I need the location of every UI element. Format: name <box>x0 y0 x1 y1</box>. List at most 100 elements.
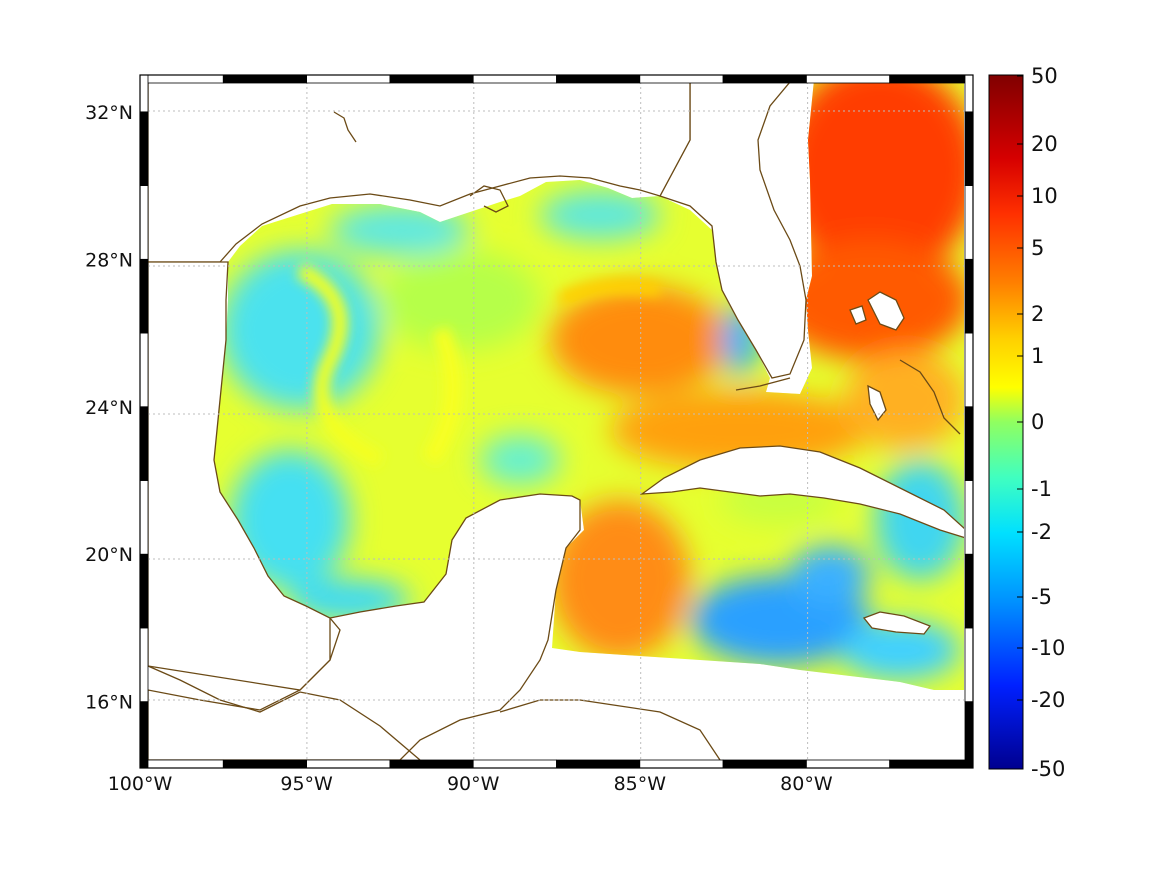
longitude-tick-label: 80°W <box>780 773 833 795</box>
colorbar-tick-label: -1 <box>1031 477 1052 501</box>
field-yellow-fronts <box>296 262 662 468</box>
frame-segment-left <box>139 480 149 555</box>
colorbar-tick-label: 2 <box>1031 302 1044 326</box>
frame-segment-left <box>139 701 149 769</box>
colorbar-tick-label: 10 <box>1031 184 1058 208</box>
longitude-tick-label: 85°W <box>614 773 667 795</box>
frame-segment-bottom <box>222 759 308 769</box>
colorbar-tick-label: 50 <box>1031 64 1058 88</box>
cayman-blue <box>790 545 870 605</box>
florida-keys <box>735 377 791 391</box>
colorbar-tick-label: -50 <box>1031 757 1065 781</box>
frame-segment-top <box>306 74 391 84</box>
mississippi-delta <box>469 185 509 213</box>
bahamas-andros <box>867 291 905 331</box>
bahamas-andros-south <box>867 384 887 422</box>
frame-segment-left <box>139 627 149 703</box>
colorbar-tick-label: 1 <box>1031 344 1044 368</box>
frame-segment-top <box>389 74 474 84</box>
us-gulf-coast <box>148 82 691 263</box>
frame-segment-right <box>964 480 974 555</box>
frame-segment-right <box>964 258 974 334</box>
atlantic-red <box>780 82 964 280</box>
latitude-tick-label: 32°N <box>85 102 133 124</box>
frame-segment-left <box>139 406 149 481</box>
louisiana-shelf-cyan <box>330 204 470 256</box>
frame-segment-left <box>139 332 149 408</box>
jamaica <box>862 611 932 635</box>
frame-segment-right <box>964 185 974 260</box>
map-plot-area <box>148 82 964 760</box>
frame-segment-bottom <box>806 759 891 769</box>
graticule <box>148 82 964 760</box>
map-frame <box>139 74 974 769</box>
frame-segment-right <box>964 406 974 481</box>
yucatan-peninsula <box>148 493 581 760</box>
cuba <box>639 445 964 539</box>
colorbar-tick-label: 5 <box>1031 236 1044 260</box>
frame-segment-bottom <box>472 759 557 769</box>
latitude-tick-labels: 32°N 28°N 24°N 20°N 16°N <box>85 102 133 714</box>
longitude-tick-label: 95°W <box>280 773 333 795</box>
frame-segment-bottom <box>639 759 724 769</box>
bahamas-east <box>899 359 961 435</box>
colorbar-tick-label: -2 <box>1031 520 1052 544</box>
florida-panhandle-cyan <box>540 190 660 240</box>
frame-segment-right <box>964 701 974 769</box>
field-anomaly-blobs <box>220 82 964 680</box>
frame-segment-top <box>639 74 724 84</box>
frame-segment-top <box>472 74 557 84</box>
longitude-tick-labels: 100°W 95°W 90°W 85°W 80°W <box>108 773 833 795</box>
jamaica-south-cyan <box>840 620 960 680</box>
campeche-bank-cyan <box>480 435 560 485</box>
frame-segment-bottom <box>139 759 224 769</box>
frame-segment-bottom <box>889 759 974 769</box>
longitude-tick-label: 90°W <box>447 773 500 795</box>
colorbar-tick-label: -10 <box>1031 636 1065 660</box>
frame-segment-right <box>964 553 974 629</box>
latitude-tick-label: 20°N <box>85 544 133 566</box>
frame-segment-bottom <box>722 759 807 769</box>
frame-segment-bottom <box>389 759 474 769</box>
longitude-tick-label: 100°W <box>108 773 173 795</box>
western-gulf-cyan <box>220 250 380 410</box>
frame-segment-right <box>964 74 974 113</box>
florida-peninsula <box>659 82 807 379</box>
frame-segment-left <box>139 258 149 334</box>
yucatan-channel-orange <box>550 500 690 660</box>
coastlines <box>148 82 964 760</box>
data-field <box>214 82 964 690</box>
loop-current-orange <box>550 285 730 395</box>
bermuda-coast <box>333 111 357 143</box>
colorbar-tick-label: 0 <box>1031 410 1044 434</box>
central-gulf-green <box>380 250 540 350</box>
colorbar-tick-label: -20 <box>1031 688 1065 712</box>
frame-segment-top <box>806 74 891 84</box>
colorbar-tick-label: 20 <box>1031 132 1058 156</box>
southwest-gulf-cyan <box>230 450 350 590</box>
frame-segment-bottom <box>556 759 641 769</box>
frame-segment-bottom <box>306 759 391 769</box>
frame-segment-left <box>139 74 149 113</box>
frame-segment-top <box>722 74 807 84</box>
bahamas-orange <box>845 350 964 450</box>
latitude-tick-label: 24°N <box>85 397 133 419</box>
colorbar-tick-label: -5 <box>1031 585 1052 609</box>
bahamas-abaco <box>849 305 867 325</box>
frame-segment-top <box>139 74 224 84</box>
latitude-tick-label: 16°N <box>85 692 133 714</box>
frame-segment-left <box>139 111 149 186</box>
frame-segment-top <box>222 74 308 84</box>
frame-segment-top <box>889 74 974 84</box>
frame-segment-left <box>139 553 149 629</box>
mexico-west-coast <box>148 261 331 691</box>
frame-segment-right <box>964 627 974 703</box>
frame-segment-right <box>964 332 974 408</box>
frame-segment-right <box>964 111 974 186</box>
frame-segment-left <box>139 185 149 260</box>
latitude-tick-label: 28°N <box>85 249 133 271</box>
frame-outline <box>139 74 974 769</box>
